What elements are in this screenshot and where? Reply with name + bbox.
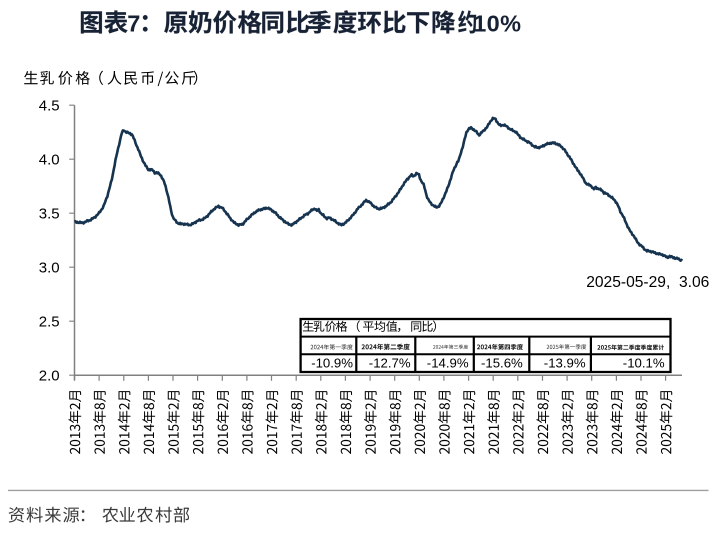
svg-text:2.0: 2.0 (39, 368, 60, 385)
svg-text:-12.7%: -12.7% (369, 356, 411, 371)
svg-text:10%: 10% (473, 10, 521, 36)
svg-text:-15.6%: -15.6% (481, 356, 523, 371)
svg-text:7: 7 (127, 10, 140, 36)
svg-text:-14.9%: -14.9% (427, 356, 469, 371)
svg-text:-10.1%: -10.1% (623, 356, 665, 371)
svg-text:4.5: 4.5 (39, 98, 60, 115)
svg-text:3.0: 3.0 (39, 260, 60, 277)
svg-text:2.5: 2.5 (39, 314, 60, 331)
svg-text:3.5: 3.5 (39, 206, 60, 223)
svg-text:-13.9%: -13.9% (544, 356, 586, 371)
svg-text:4.0: 4.0 (39, 152, 60, 169)
svg-text:2025-05-29, 3.06: 2025-05-29, 3.06 (586, 274, 709, 291)
svg-text:-10.9%: -10.9% (311, 356, 353, 371)
